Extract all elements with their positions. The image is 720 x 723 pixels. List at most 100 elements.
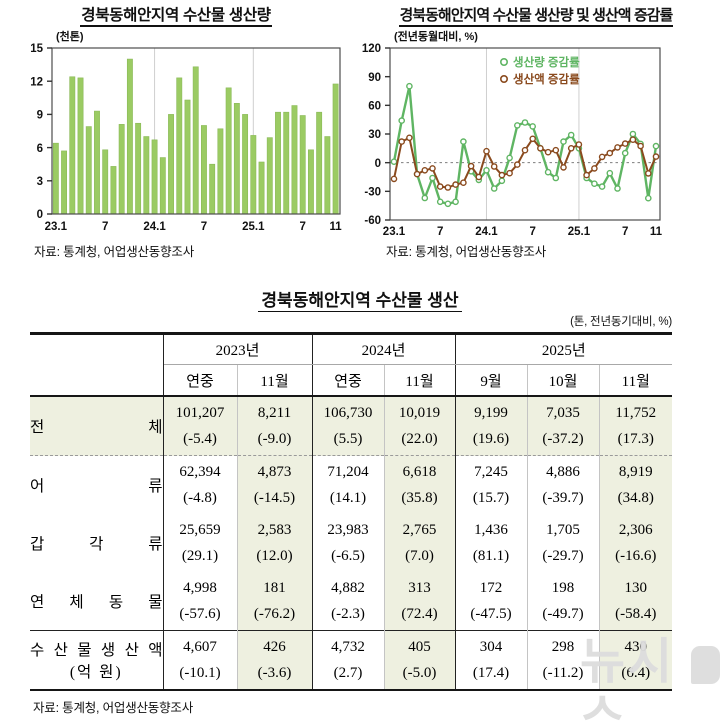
data-point-marker: [521, 146, 529, 154]
x-tick-label: 7: [299, 221, 305, 233]
data-point-marker: [398, 138, 406, 145]
data-point-marker: [398, 117, 406, 124]
data-point-marker: [629, 130, 637, 138]
data-point-marker: [552, 146, 560, 154]
table-row: 전 체 101,207 (-5.4) 8,211 (-9.0) 106,730 (5.5) 10…: [30, 396, 673, 456]
data-point-marker: [637, 142, 644, 150]
bar: [233, 103, 240, 215]
bar: [77, 77, 84, 215]
y-tick-label: 0: [37, 209, 43, 221]
data-point-marker: [460, 179, 467, 186]
data-point-marker: [421, 194, 429, 202]
cell-growth-rate: (7.0): [405, 548, 434, 564]
data-point-marker: [483, 166, 490, 174]
bar: [159, 157, 166, 215]
cell-growth-rate: (19.6): [472, 431, 510, 447]
data-point-marker: [436, 198, 444, 206]
data-point-marker: [621, 140, 629, 147]
bar: [299, 115, 306, 215]
y-tick-label: 0: [375, 158, 381, 170]
bar-chart-title: 경북동해안지역 수산물 생산량: [0, 6, 352, 28]
cell-value: 4,873: [257, 464, 292, 480]
table-cell: 6,618 (35.8): [384, 455, 456, 514]
bar: [126, 58, 133, 215]
cell-value: 101,207: [175, 405, 225, 421]
bar: [332, 83, 339, 215]
data-point-marker: [614, 185, 621, 192]
table-cell: 8,211 (-9.0): [237, 396, 313, 456]
data-point-marker: [475, 173, 483, 181]
month-column-header: 10월: [527, 364, 600, 396]
cell-growth-rate: (-29.7): [542, 548, 584, 564]
line-chart-title-text: 경북동해안지역 수산물 생산량 및 생산액 증감률: [398, 8, 674, 27]
cell-growth-rate: (-14.5): [253, 490, 296, 506]
cell-value: 6,618: [402, 464, 437, 480]
x-tick-label: 11: [650, 226, 663, 238]
y-tick-label: 3: [37, 176, 43, 188]
data-point-marker: [583, 171, 590, 179]
month-column-header: 11월: [384, 364, 456, 396]
cell-growth-rate: (-16.6): [615, 548, 657, 564]
table-cell: 304 (17.4): [455, 630, 528, 690]
cell-growth-rate: (-58.4): [615, 606, 657, 622]
legend-marker: [500, 57, 509, 66]
cell-growth-rate: (6.4): [621, 665, 651, 681]
data-point-marker: [598, 153, 606, 161]
bar-chart-figure: 경북동해안지역 수산물 생산량 0 3 6 9 12 15 (천톤) 23.1 7 24.1 7 25…: [0, 6, 352, 260]
data-point-marker: [552, 174, 560, 182]
data-point-marker: [537, 145, 544, 152]
table-cell: 1,436 (81.1): [455, 514, 528, 572]
bar: [69, 76, 76, 215]
table-cell: 106,730 (5.5): [312, 396, 385, 456]
cell-growth-rate: (17.3): [617, 431, 654, 447]
cell-value: 9,199: [474, 405, 508, 421]
y-tick-label: 12: [30, 76, 43, 88]
bar: [209, 163, 216, 215]
data-point-marker: [467, 162, 475, 170]
table-cell: 2,306 (-16.6): [599, 514, 673, 572]
y-tick-label: 9: [37, 110, 43, 122]
legend-marker: [500, 74, 509, 83]
charts-row: 경북동해안지역 수산물 생산량 0 3 6 9 12 15 (천톤) 23.1 7 24.1 7 25…: [0, 0, 720, 260]
data-point-marker: [567, 145, 575, 152]
data-point-marker: [390, 158, 398, 165]
month-column-header: 연중: [312, 364, 385, 396]
data-point-marker: [436, 183, 444, 190]
data-point-marker: [406, 134, 413, 142]
bar: [266, 137, 273, 215]
data-point-marker: [460, 138, 467, 145]
plot-border: [51, 47, 341, 215]
cell-value: 430: [624, 639, 648, 655]
table-row: 수 산 물 생 산 액 (억 원) 4,607 (-10.1) 426 (-3.6) 4,732 (2.…: [30, 630, 673, 690]
cell-value: 4,882: [331, 580, 365, 596]
line-chart: -60 -30 0 30 60 90 120 (전년동월대비, %) 23.1 7 24.1 7 25.…: [362, 29, 663, 238]
bar: [184, 99, 191, 215]
table-cell: 4,732 (2.7): [312, 630, 385, 690]
y-axis-unit-label: (천톤): [56, 29, 84, 43]
bar: [151, 139, 158, 215]
table-cell: 62,394 (-4.8): [163, 455, 238, 514]
year-group-header: 2024년: [312, 333, 456, 365]
table-cell: 298 (-11.2): [527, 630, 600, 690]
cell-value: 1,436: [474, 522, 508, 538]
x-tick-label: 7: [622, 226, 628, 238]
table-cell: 181 (-76.2): [237, 572, 313, 631]
data-point-marker: [421, 166, 429, 174]
row-label: 수 산 물 생 산 액 (억 원): [30, 630, 164, 690]
cell-growth-rate: (-5.4): [183, 431, 217, 447]
y-axis-unit-label: (전년동월대비, %): [394, 29, 478, 43]
bar: [192, 66, 199, 215]
table-cell: 4,886 (-39.7): [527, 455, 600, 514]
data-point-marker: [490, 185, 498, 192]
cell-value: 71,204: [327, 464, 369, 480]
cell-value: 4,732: [331, 639, 365, 655]
y-tick-label: 120: [362, 43, 381, 55]
month-column-header: 연중: [163, 364, 238, 396]
table-cell: 198 (-49.7): [527, 572, 600, 631]
data-point-marker: [406, 82, 413, 90]
data-point-marker: [429, 165, 436, 172]
table-cell: 4,607 (-10.1): [163, 630, 238, 690]
